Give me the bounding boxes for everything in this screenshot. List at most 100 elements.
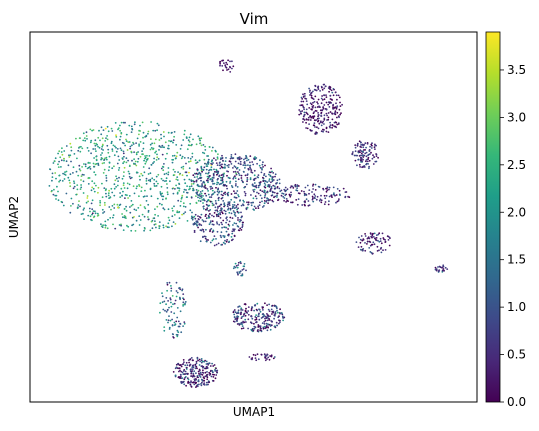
scatter-point — [193, 176, 196, 179]
cluster-right-small — [355, 232, 391, 255]
scatter-point — [264, 359, 267, 362]
scatter-point — [240, 327, 243, 330]
scatter-point — [209, 200, 212, 203]
scatter-point — [176, 307, 179, 309]
scatter-point — [108, 166, 111, 168]
scatter-point — [278, 182, 281, 185]
scatter-point — [118, 224, 121, 226]
scatter-point — [259, 166, 262, 169]
scatter-point — [194, 217, 197, 220]
scatter-point — [376, 234, 378, 237]
scatter-point — [240, 174, 243, 177]
scatter-point — [226, 63, 229, 66]
scatter-point — [92, 148, 95, 150]
scatter-point — [184, 211, 187, 214]
scatter-point — [199, 369, 201, 372]
scatter-point — [237, 207, 240, 210]
scatter-point — [93, 190, 96, 193]
scatter-point — [171, 318, 174, 321]
scatter-point — [180, 364, 182, 366]
scatter-point — [255, 186, 258, 189]
scatter-point — [318, 105, 320, 108]
scatter-point — [229, 71, 232, 73]
scatter-point — [126, 194, 128, 197]
scatter-point — [344, 196, 347, 199]
scatter-point — [263, 200, 266, 202]
scatter-point — [312, 101, 314, 104]
scatter-point — [117, 155, 120, 158]
scatter-point — [256, 176, 259, 178]
scatter-point — [239, 163, 242, 166]
scatter-point — [313, 100, 316, 103]
scatter-point — [271, 310, 274, 313]
scatter-point — [152, 147, 155, 150]
scatter-point — [230, 198, 233, 201]
scatter-point — [173, 321, 176, 324]
scatter-point — [194, 213, 197, 216]
scatter-point — [54, 194, 57, 197]
scatter-point — [227, 223, 230, 226]
scatter-point — [313, 111, 316, 113]
scatter-point — [85, 135, 88, 137]
scatter-point — [183, 383, 186, 386]
scatter-point — [182, 191, 185, 193]
scatter-point — [193, 180, 196, 183]
scatter-point — [226, 187, 229, 190]
scatter-point — [336, 111, 339, 114]
scatter-point — [227, 201, 230, 204]
scatter-point — [265, 322, 268, 325]
scatter-point — [179, 373, 182, 376]
scatter-point — [274, 173, 277, 176]
scatter-point — [181, 371, 184, 374]
scatter-point — [273, 196, 275, 199]
scatter-point — [227, 194, 230, 197]
scatter-point — [197, 370, 200, 373]
scatter-point — [174, 223, 177, 225]
scatter-point — [188, 140, 191, 143]
scatter-point — [157, 173, 160, 176]
scatter-point — [167, 321, 169, 324]
scatter-point — [162, 308, 165, 311]
scatter-point — [303, 119, 306, 121]
scatter-point — [103, 187, 106, 190]
scatter-point — [200, 378, 203, 381]
scatter-point — [147, 179, 150, 182]
scatter-point — [205, 360, 208, 363]
scatter-point — [115, 136, 118, 138]
y-axis-label: UMAP2 — [7, 196, 21, 238]
scatter-point — [203, 199, 206, 202]
scatter-point — [123, 160, 126, 163]
scatter-point — [143, 215, 146, 218]
scatter-point — [122, 150, 125, 153]
scatter-point — [237, 306, 240, 308]
scatter-point — [151, 227, 154, 230]
scatter-point — [216, 210, 219, 213]
scatter-point — [303, 108, 305, 111]
scatter-point — [155, 226, 157, 229]
scatter-point — [168, 306, 170, 309]
scatter-point — [188, 178, 191, 181]
scatter-point — [181, 377, 184, 379]
scatter-point — [68, 156, 71, 158]
scatter-point — [134, 230, 137, 232]
scatter-point — [272, 200, 275, 203]
scatter-point — [83, 137, 86, 140]
scatter-point — [111, 148, 114, 151]
scatter-point — [194, 222, 197, 225]
scatter-point — [338, 198, 340, 201]
scatter-point — [196, 384, 199, 386]
scatter-point — [179, 377, 182, 379]
scatter-point — [188, 364, 191, 367]
scatter-point — [131, 159, 133, 162]
cluster-left-mid — [232, 260, 247, 277]
scatter-point — [198, 383, 200, 386]
scatter-point — [254, 304, 257, 306]
scatter-point — [374, 237, 377, 240]
scatter-point — [217, 197, 220, 200]
scatter-point — [179, 297, 181, 300]
scatter-point — [215, 202, 217, 205]
scatter-point — [253, 185, 256, 188]
scatter-point — [197, 359, 200, 362]
scatter-point — [214, 209, 217, 212]
scatter-point — [75, 193, 78, 196]
